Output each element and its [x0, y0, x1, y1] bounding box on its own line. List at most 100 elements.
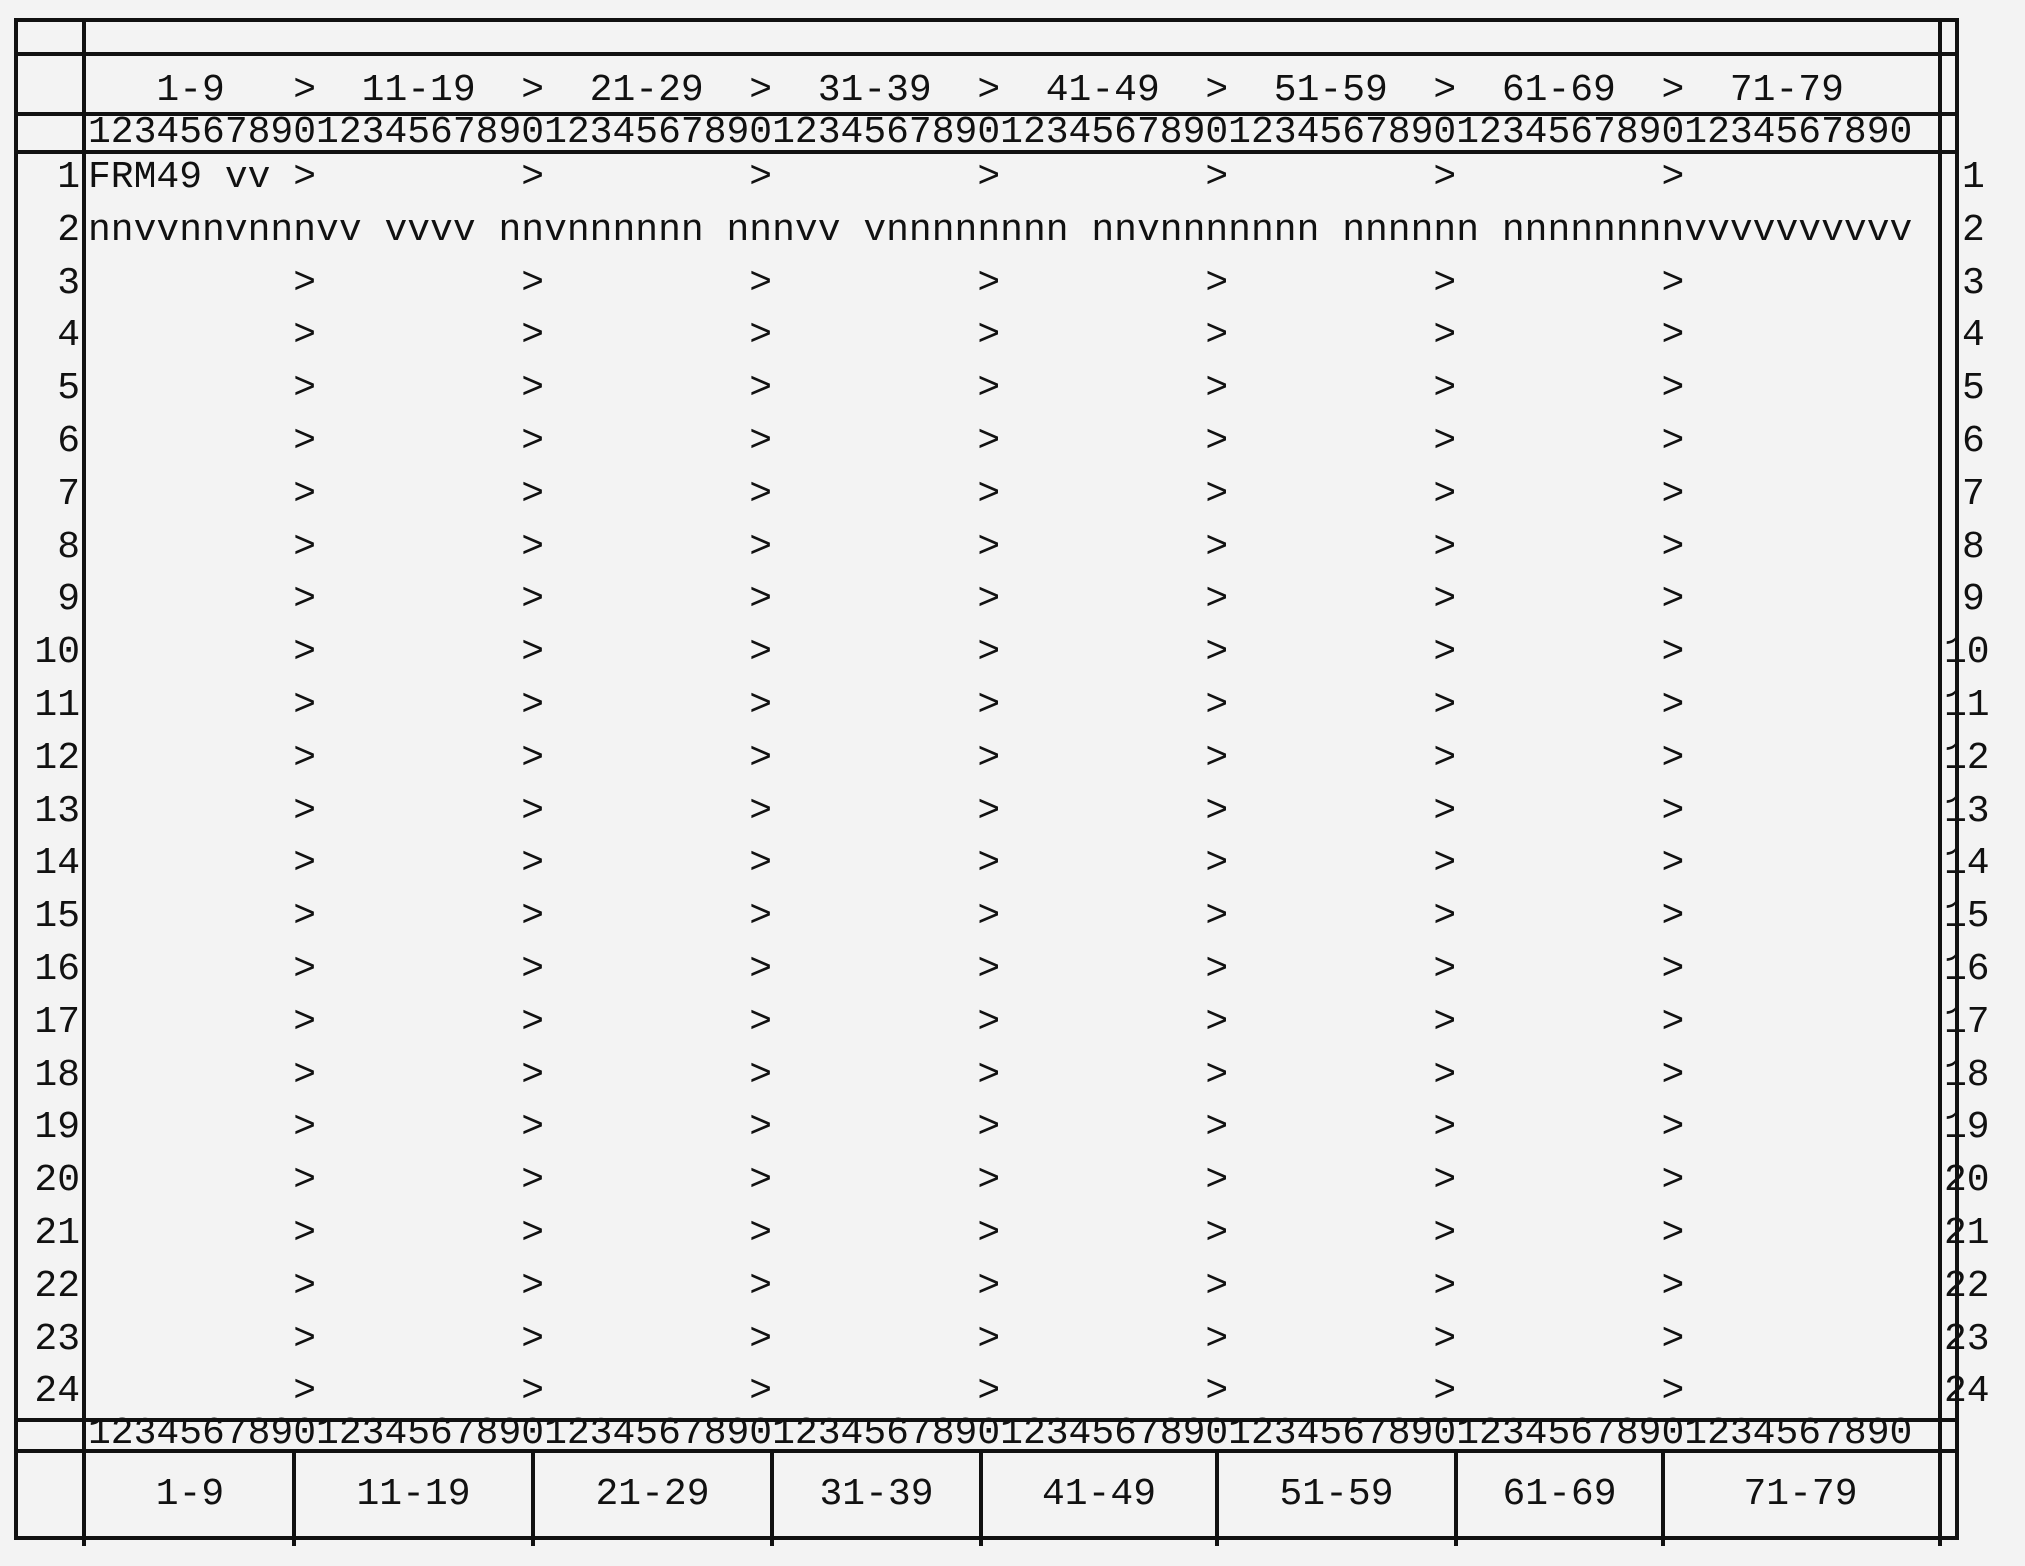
- divider-title: [14, 52, 1959, 56]
- row-number-left: 5: [57, 367, 80, 411]
- grid-row: > > > > > > >: [88, 1317, 1685, 1361]
- frame-left: [14, 18, 18, 1540]
- grid-row: > > > > > > >: [88, 631, 1685, 675]
- divider-ruler-top: [14, 150, 1959, 154]
- row-number-left: 7: [57, 472, 80, 516]
- row-number-right: 12: [1944, 736, 1990, 780]
- column-ruler-top: 1234567890123456789012345678901234567890…: [88, 111, 1913, 154]
- row-number-left: 13: [34, 789, 80, 833]
- row-number-left: 4: [57, 314, 80, 358]
- row-number-right: 20: [1944, 1159, 1990, 1203]
- column-group-button[interactable]: 51-59: [1279, 1473, 1394, 1516]
- button-divider: [1661, 1449, 1665, 1546]
- grid-row: > > > > > > >: [88, 1212, 1685, 1255]
- frame-right: [1955, 18, 1959, 1540]
- grid-row: > > > > > > >: [88, 314, 1685, 358]
- grid-row: > > > > > > >: [88, 895, 1685, 939]
- row-number-right: 13: [1944, 789, 1990, 833]
- row-number-left: 21: [34, 1212, 80, 1255]
- divider-groups: [14, 112, 1959, 116]
- column-group-button[interactable]: 31-39: [819, 1473, 934, 1516]
- row-number-right: 4: [1962, 314, 1985, 358]
- row-number-right: 7: [1962, 472, 1985, 516]
- row-number-left: 8: [57, 525, 80, 569]
- row-number-right: 23: [1944, 1317, 1990, 1361]
- row-number-right: 22: [1944, 1264, 1990, 1308]
- row-number-right: 21: [1944, 1212, 1990, 1255]
- grid-row: > > > > > > >: [88, 472, 1685, 516]
- column-group-button[interactable]: 71-79: [1743, 1473, 1858, 1516]
- button-divider: [770, 1449, 774, 1546]
- divider-right-column: [1938, 18, 1942, 1546]
- row-number-right: 8: [1962, 525, 1985, 569]
- row-number-left: 12: [34, 736, 80, 780]
- column-group-button[interactable]: 1-9: [155, 1473, 225, 1516]
- button-divider: [292, 1449, 296, 1546]
- grid-row: > > > > > > >: [88, 1106, 1685, 1150]
- column-group-header: 1-9 > 11-19 > 21-29 > 31-39 > 41-49 > 51…: [88, 69, 1844, 112]
- row-number-left: 16: [34, 948, 80, 991]
- row-number-left: 18: [34, 1053, 80, 1097]
- row-number-right: 17: [1944, 1000, 1990, 1044]
- grid-row: > > > > > > >: [88, 736, 1685, 780]
- row-number-left: 23: [34, 1317, 80, 1361]
- grid-row: > > > > > > >: [88, 578, 1685, 622]
- row-number-right: 18: [1944, 1053, 1990, 1097]
- divider-buttons: [14, 1449, 1959, 1453]
- divider-left-column: [82, 18, 86, 1546]
- row-number-right: 3: [1962, 261, 1985, 305]
- row-number-right: 19: [1944, 1106, 1990, 1150]
- row-number-left: 2: [57, 208, 80, 252]
- row-number-left: 14: [34, 842, 80, 886]
- grid-row: > > > > > > >: [88, 1370, 1685, 1414]
- row-number-left: 9: [57, 578, 80, 622]
- button-divider: [1454, 1449, 1458, 1546]
- row-number-right: 9: [1962, 578, 1985, 622]
- row-number-left: 6: [57, 420, 80, 463]
- grid-row: > > > > > > >: [88, 789, 1685, 833]
- grid-row: > > > > > > >: [88, 1000, 1685, 1044]
- frame-bottom: [14, 1536, 1959, 1540]
- button-divider: [979, 1449, 983, 1546]
- row-number-left: 19: [34, 1106, 80, 1150]
- grid-row: > > > > > > >: [88, 420, 1685, 463]
- row-number-left: 20: [34, 1159, 80, 1203]
- row-number-right: 5: [1962, 367, 1985, 411]
- grid-row: > > > > > > >: [88, 525, 1685, 569]
- grid-row: > > > > > > >: [88, 261, 1685, 305]
- column-group-button[interactable]: 41-49: [1041, 1473, 1157, 1516]
- row-number-left: 3: [57, 261, 80, 305]
- frame-top: [14, 18, 1959, 22]
- grid-row: nnvvnnvnnnvv vvvv nnvnnnnnn nnnvv vnnnnn…: [88, 208, 1913, 252]
- row-number-right: 10: [1944, 631, 1990, 675]
- row-number-left: 24: [34, 1370, 80, 1414]
- row-number-right: 15: [1944, 895, 1990, 939]
- grid-row: > > > > > > >: [88, 1159, 1685, 1203]
- row-number-right: 6: [1962, 420, 1985, 463]
- row-number-right: 1: [1962, 156, 1985, 199]
- divider-ruler-bottom: [14, 1418, 1959, 1422]
- row-number-left: 10: [34, 631, 80, 675]
- row-number-right: 11: [1944, 684, 1990, 727]
- button-divider: [531, 1449, 535, 1546]
- grid-row: > > > > > > >: [88, 948, 1685, 991]
- column-ruler-bottom: 1234567890123456789012345678901234567890…: [88, 1412, 1913, 1455]
- grid-row: > > > > > > >: [88, 367, 1685, 411]
- grid-row: FRM49 vv > > > > > > >: [88, 156, 1685, 199]
- column-group-button[interactable]: 11-19: [356, 1473, 471, 1516]
- row-number-right: 2: [1962, 208, 1985, 252]
- row-number-left: 17: [34, 1000, 80, 1044]
- column-group-button[interactable]: 21-29: [595, 1473, 710, 1516]
- button-divider: [1215, 1449, 1219, 1546]
- row-number-right: 16: [1944, 948, 1990, 991]
- row-number-right: 24: [1944, 1370, 1990, 1414]
- grid-row: > > > > > > >: [88, 1053, 1685, 1097]
- grid-row: > > > > > > >: [88, 1264, 1685, 1308]
- row-number-left: 15: [34, 895, 80, 939]
- grid-row: > > > > > > >: [88, 684, 1685, 727]
- column-group-button[interactable]: 61-69: [1502, 1473, 1617, 1516]
- row-number-left: 11: [34, 684, 80, 727]
- row-number-left: 22: [34, 1264, 80, 1308]
- row-number-right: 14: [1944, 842, 1990, 886]
